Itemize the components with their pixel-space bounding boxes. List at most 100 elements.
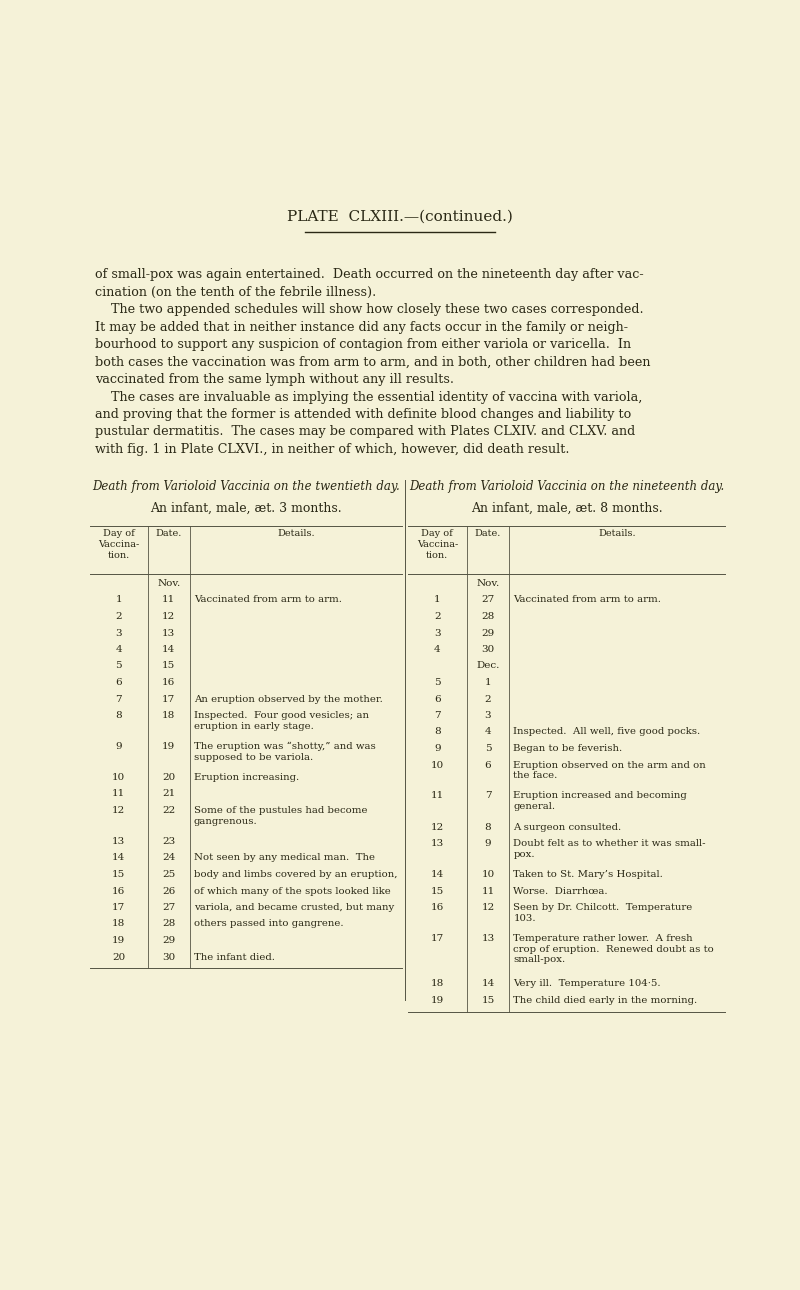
- Text: 19: 19: [112, 937, 126, 946]
- Text: 12: 12: [162, 611, 175, 620]
- Text: 4: 4: [485, 728, 491, 737]
- Text: 7: 7: [115, 694, 122, 703]
- Text: 20: 20: [112, 952, 126, 961]
- Text: Doubt felt as to whether it was small-
pox.: Doubt felt as to whether it was small- p…: [514, 838, 706, 859]
- Text: Taken to St. Mary’s Hospital.: Taken to St. Mary’s Hospital.: [514, 869, 663, 878]
- Text: 27: 27: [482, 596, 494, 605]
- Text: 28: 28: [162, 920, 175, 929]
- Text: Not seen by any medical man.  The: Not seen by any medical man. The: [194, 854, 375, 863]
- Text: Very ill.  Temperature 104·5.: Very ill. Temperature 104·5.: [514, 979, 661, 988]
- Text: 29: 29: [162, 937, 175, 946]
- Text: 3: 3: [485, 711, 491, 720]
- Text: Details.: Details.: [277, 529, 314, 538]
- Text: Day of
Vaccina-
tion.: Day of Vaccina- tion.: [98, 529, 139, 560]
- Text: 16: 16: [430, 903, 444, 912]
- Text: 15: 15: [162, 662, 175, 671]
- Text: 16: 16: [112, 886, 126, 895]
- Text: The child died early in the morning.: The child died early in the morning.: [514, 996, 698, 1005]
- Text: Death from Varioloid Vaccinia on the twentieth day.: Death from Varioloid Vaccinia on the twe…: [92, 480, 400, 493]
- Text: 2: 2: [115, 611, 122, 620]
- Text: 11: 11: [430, 792, 444, 801]
- Text: 18: 18: [162, 711, 175, 720]
- Text: Seen by Dr. Chilcott.  Temperature
103.: Seen by Dr. Chilcott. Temperature 103.: [514, 903, 693, 922]
- Text: 10: 10: [430, 761, 444, 770]
- Text: with fig. 1 in Plate CLXVI., in neither of which, however, did death result.: with fig. 1 in Plate CLXVI., in neither …: [95, 442, 570, 455]
- Text: 5: 5: [485, 744, 491, 753]
- Text: 6: 6: [485, 761, 491, 770]
- Text: 16: 16: [162, 679, 175, 688]
- Text: 11: 11: [482, 886, 494, 895]
- Text: Eruption observed on the arm and on
the face.: Eruption observed on the arm and on the …: [514, 761, 706, 780]
- Text: 28: 28: [482, 611, 494, 620]
- Text: of which many of the spots looked like: of which many of the spots looked like: [194, 886, 390, 895]
- Text: 14: 14: [112, 854, 126, 863]
- Text: 1: 1: [434, 596, 441, 605]
- Text: cination (on the tenth of the febrile illness).: cination (on the tenth of the febrile il…: [95, 285, 376, 298]
- Text: 6: 6: [115, 679, 122, 688]
- Text: 9: 9: [485, 838, 491, 848]
- Text: 12: 12: [430, 823, 444, 832]
- Text: 21: 21: [162, 789, 175, 799]
- Text: 15: 15: [482, 996, 494, 1005]
- Text: Eruption increasing.: Eruption increasing.: [194, 773, 299, 782]
- Text: 2: 2: [434, 611, 441, 620]
- Text: 30: 30: [162, 952, 175, 961]
- Text: 13: 13: [482, 934, 494, 943]
- Text: 14: 14: [430, 869, 444, 878]
- Text: 4: 4: [115, 645, 122, 654]
- Text: bourhood to support any suspicion of contagion from either variola or varicella.: bourhood to support any suspicion of con…: [95, 338, 631, 351]
- Text: Date.: Date.: [475, 529, 502, 538]
- Text: It may be added that in neither instance did any facts occur in the family or ne: It may be added that in neither instance…: [95, 320, 628, 334]
- Text: 13: 13: [162, 628, 175, 637]
- Text: The eruption was “shotty,” and was
supposed to be variola.: The eruption was “shotty,” and was suppo…: [194, 742, 375, 762]
- Text: 11: 11: [112, 789, 126, 799]
- Text: 5: 5: [434, 679, 441, 688]
- Text: 1: 1: [115, 596, 122, 605]
- Text: 7: 7: [434, 711, 441, 720]
- Text: 5: 5: [115, 662, 122, 671]
- Text: 17: 17: [430, 934, 444, 943]
- Text: pustular dermatitis.  The cases may be compared with Plates CLXIV. and CLXV. and: pustular dermatitis. The cases may be co…: [95, 426, 635, 439]
- Text: 14: 14: [482, 979, 494, 988]
- Text: others passed into gangrene.: others passed into gangrene.: [194, 920, 343, 929]
- Text: The cases are invaluable as implying the essential identity of vaccina with vari: The cases are invaluable as implying the…: [95, 391, 642, 404]
- Text: Date.: Date.: [155, 529, 182, 538]
- Text: The infant died.: The infant died.: [194, 952, 275, 961]
- Text: Nov.: Nov.: [477, 579, 500, 588]
- Text: 15: 15: [112, 869, 126, 878]
- Text: 13: 13: [112, 837, 126, 846]
- Text: PLATE  CLXIII.—(continued.): PLATE CLXIII.—(continued.): [287, 210, 513, 224]
- Text: 14: 14: [162, 645, 175, 654]
- Text: 8: 8: [485, 823, 491, 832]
- Text: vaccinated from the same lymph without any ill results.: vaccinated from the same lymph without a…: [95, 373, 454, 386]
- Text: 1: 1: [485, 679, 491, 688]
- Text: 26: 26: [162, 886, 175, 895]
- Text: 6: 6: [434, 694, 441, 703]
- Text: 13: 13: [430, 838, 444, 848]
- Text: 9: 9: [434, 744, 441, 753]
- Text: Day of
Vaccina-
tion.: Day of Vaccina- tion.: [417, 529, 458, 560]
- Text: 20: 20: [162, 773, 175, 782]
- Text: Began to be feverish.: Began to be feverish.: [514, 744, 622, 753]
- Text: 19: 19: [162, 742, 175, 751]
- Text: An infant, male, æt. 3 months.: An infant, male, æt. 3 months.: [150, 502, 342, 515]
- Text: 10: 10: [112, 773, 126, 782]
- Text: 9: 9: [115, 742, 122, 751]
- Text: and proving that the former is attended with definite blood changes and liabilit: and proving that the former is attended …: [95, 408, 631, 421]
- Text: 19: 19: [430, 996, 444, 1005]
- Text: 10: 10: [482, 869, 494, 878]
- Text: Vaccinated from arm to arm.: Vaccinated from arm to arm.: [194, 596, 342, 605]
- Text: A surgeon consulted.: A surgeon consulted.: [514, 823, 622, 832]
- Text: Nov.: Nov.: [157, 579, 181, 588]
- Text: 12: 12: [482, 903, 494, 912]
- Text: 29: 29: [482, 628, 494, 637]
- Text: Vaccinated from arm to arm.: Vaccinated from arm to arm.: [514, 596, 662, 605]
- Text: Details.: Details.: [598, 529, 636, 538]
- Text: An eruption observed by the mother.: An eruption observed by the mother.: [194, 694, 382, 703]
- Text: 11: 11: [162, 596, 175, 605]
- Text: 17: 17: [112, 903, 126, 912]
- Text: 30: 30: [482, 645, 494, 654]
- Text: 2: 2: [485, 694, 491, 703]
- Text: Eruption increased and becoming
general.: Eruption increased and becoming general.: [514, 792, 687, 811]
- Text: Temperature rather lower.  A fresh
crop of eruption.  Renewed doubt as to
small-: Temperature rather lower. A fresh crop o…: [514, 934, 714, 965]
